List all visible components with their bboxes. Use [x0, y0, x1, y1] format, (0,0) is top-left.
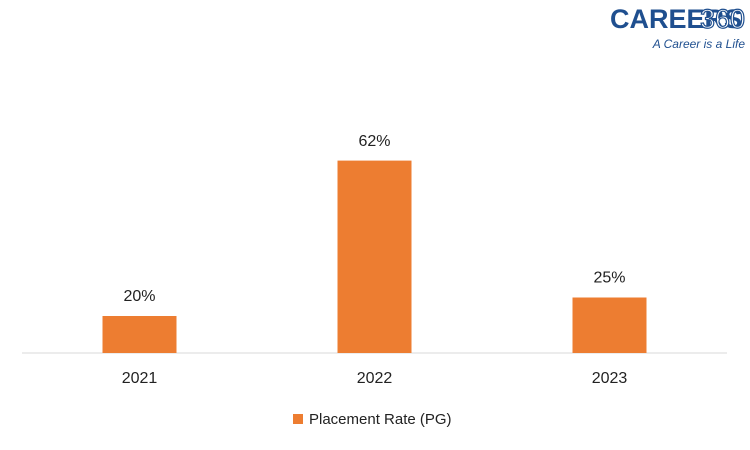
bar — [102, 316, 177, 353]
x-tick-label: 2023 — [592, 370, 628, 387]
bar — [572, 297, 647, 353]
bar — [337, 160, 412, 353]
x-tick-label: 2022 — [357, 370, 393, 387]
legend-label: Placement Rate (PG) — [309, 411, 452, 428]
x-tick-label: 2021 — [122, 370, 158, 387]
logo-tagline: A Career is a Life — [652, 37, 746, 51]
value-label: 25% — [593, 270, 625, 287]
logo-number: 360 — [700, 4, 745, 34]
value-label: 20% — [123, 288, 155, 305]
value-label: 62% — [358, 133, 390, 150]
legend-swatch — [293, 414, 303, 424]
logo-brand: CAREERS — [610, 4, 742, 34]
